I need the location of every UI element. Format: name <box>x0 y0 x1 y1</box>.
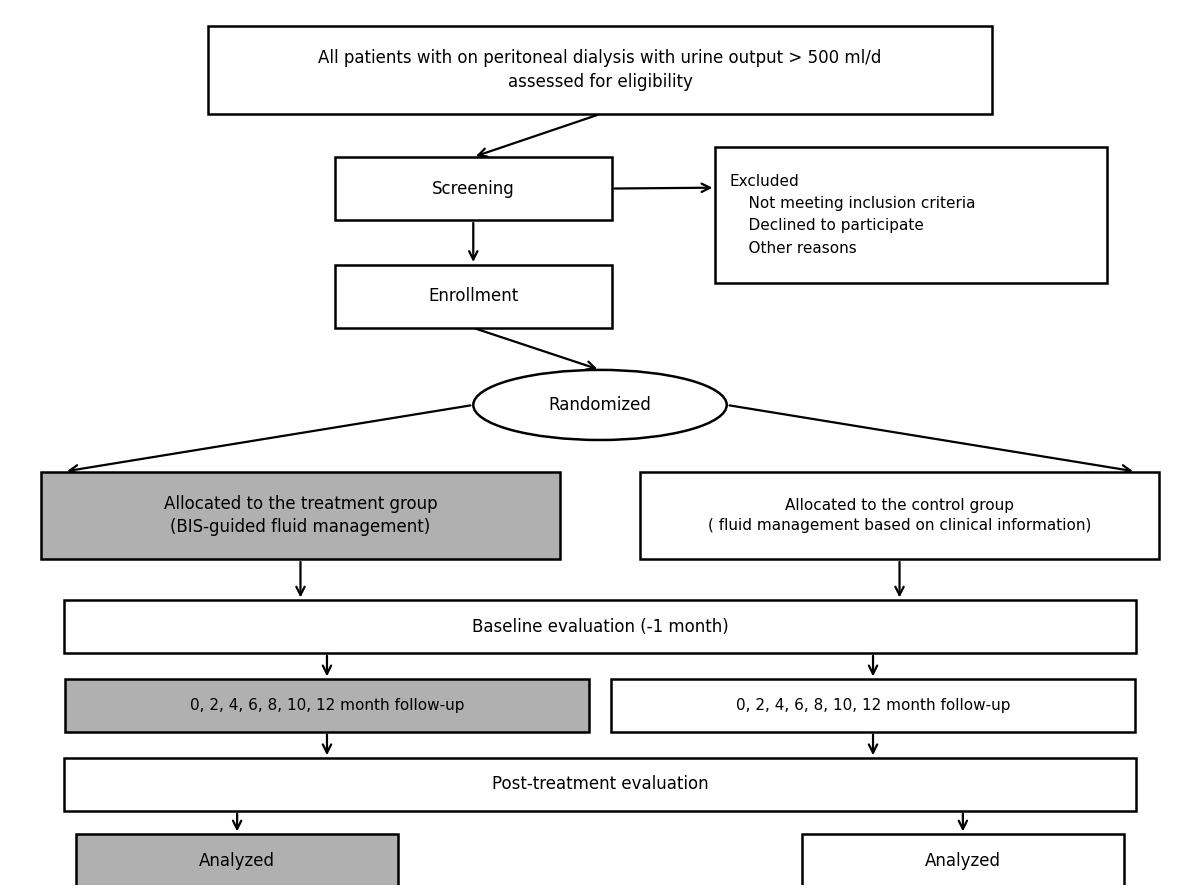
FancyBboxPatch shape <box>335 265 612 328</box>
Text: Randomized: Randomized <box>548 396 652 414</box>
FancyBboxPatch shape <box>65 758 1135 811</box>
FancyBboxPatch shape <box>802 834 1124 887</box>
Text: Analyzed: Analyzed <box>199 851 275 870</box>
Text: 0, 2, 4, 6, 8, 10, 12 month follow-up: 0, 2, 4, 6, 8, 10, 12 month follow-up <box>736 698 1010 713</box>
Text: Allocated to the control group
( fluid management based on clinical information): Allocated to the control group ( fluid m… <box>708 498 1091 533</box>
FancyBboxPatch shape <box>41 471 559 559</box>
FancyBboxPatch shape <box>641 471 1159 559</box>
Text: Baseline evaluation (-1 month): Baseline evaluation (-1 month) <box>472 618 728 636</box>
FancyBboxPatch shape <box>335 157 612 220</box>
Text: Analyzed: Analyzed <box>925 851 1001 870</box>
FancyBboxPatch shape <box>209 27 991 114</box>
FancyBboxPatch shape <box>611 679 1135 731</box>
FancyBboxPatch shape <box>65 601 1135 653</box>
Text: Post-treatment evaluation: Post-treatment evaluation <box>492 775 708 793</box>
Ellipse shape <box>473 370 727 440</box>
FancyBboxPatch shape <box>65 679 589 731</box>
Text: Enrollment: Enrollment <box>428 287 518 306</box>
Text: Excluded
    Not meeting inclusion criteria
    Declined to participate
    Othe: Excluded Not meeting inclusion criteria … <box>730 174 976 256</box>
Text: All patients with on peritoneal dialysis with urine output > 500 ml/d
assessed f: All patients with on peritoneal dialysis… <box>318 49 882 91</box>
FancyBboxPatch shape <box>76 834 398 887</box>
FancyBboxPatch shape <box>715 147 1106 283</box>
Text: Allocated to the treatment group
(BIS-guided fluid management): Allocated to the treatment group (BIS-gu… <box>163 494 437 536</box>
Text: 0, 2, 4, 6, 8, 10, 12 month follow-up: 0, 2, 4, 6, 8, 10, 12 month follow-up <box>190 698 464 713</box>
Text: Screening: Screening <box>432 180 515 198</box>
